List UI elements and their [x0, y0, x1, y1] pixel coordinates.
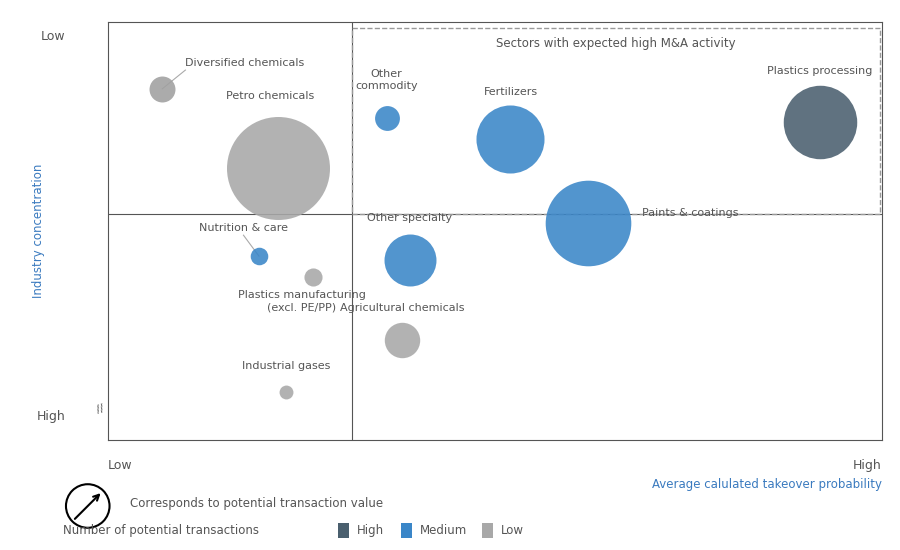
Point	[279, 388, 293, 397]
Text: Low: Low	[500, 524, 524, 537]
Text: High: High	[853, 459, 882, 472]
Text: Petro chemicals: Petro chemicals	[227, 91, 315, 101]
Text: Plastics processing: Plastics processing	[768, 67, 873, 76]
Point	[271, 164, 285, 173]
Text: Average calulated takeover probability: Average calulated takeover probability	[652, 477, 882, 491]
Point	[395, 336, 410, 344]
Text: High: High	[356, 524, 383, 537]
Point	[813, 118, 827, 127]
Point	[380, 114, 394, 123]
Text: Diversified chemicals: Diversified chemicals	[185, 58, 304, 68]
Text: Nutrition & care: Nutrition & care	[199, 223, 288, 233]
Text: Paints & coatings: Paints & coatings	[642, 208, 739, 218]
Text: Corresponds to potential transaction value: Corresponds to potential transaction val…	[130, 497, 383, 510]
Text: High: High	[37, 410, 66, 424]
Text: Low: Low	[40, 30, 66, 43]
Text: Industry concentration: Industry concentration	[32, 164, 45, 298]
Text: Fertilizers: Fertilizers	[483, 87, 537, 97]
Point	[252, 252, 266, 261]
Text: Medium: Medium	[419, 524, 467, 537]
Point	[402, 256, 417, 265]
Text: Number of potential transactions: Number of potential transactions	[63, 524, 259, 537]
Text: Other specialty: Other specialty	[367, 213, 453, 223]
Point	[580, 218, 595, 227]
Text: Industrial gases: Industrial gases	[242, 361, 330, 371]
Text: Low: Low	[108, 459, 132, 472]
Text: Sectors with expected high M&A activity: Sectors with expected high M&A activity	[496, 37, 736, 50]
Text: Other
commodity: Other commodity	[356, 69, 418, 91]
Point	[155, 85, 169, 94]
Point	[306, 273, 320, 282]
Text: Agricultural chemicals: Agricultural chemicals	[340, 302, 464, 312]
Text: //: //	[95, 403, 105, 415]
Point	[503, 135, 517, 144]
Text: Plastics manufacturing
(excl. PE/PP): Plastics manufacturing (excl. PE/PP)	[238, 290, 365, 312]
